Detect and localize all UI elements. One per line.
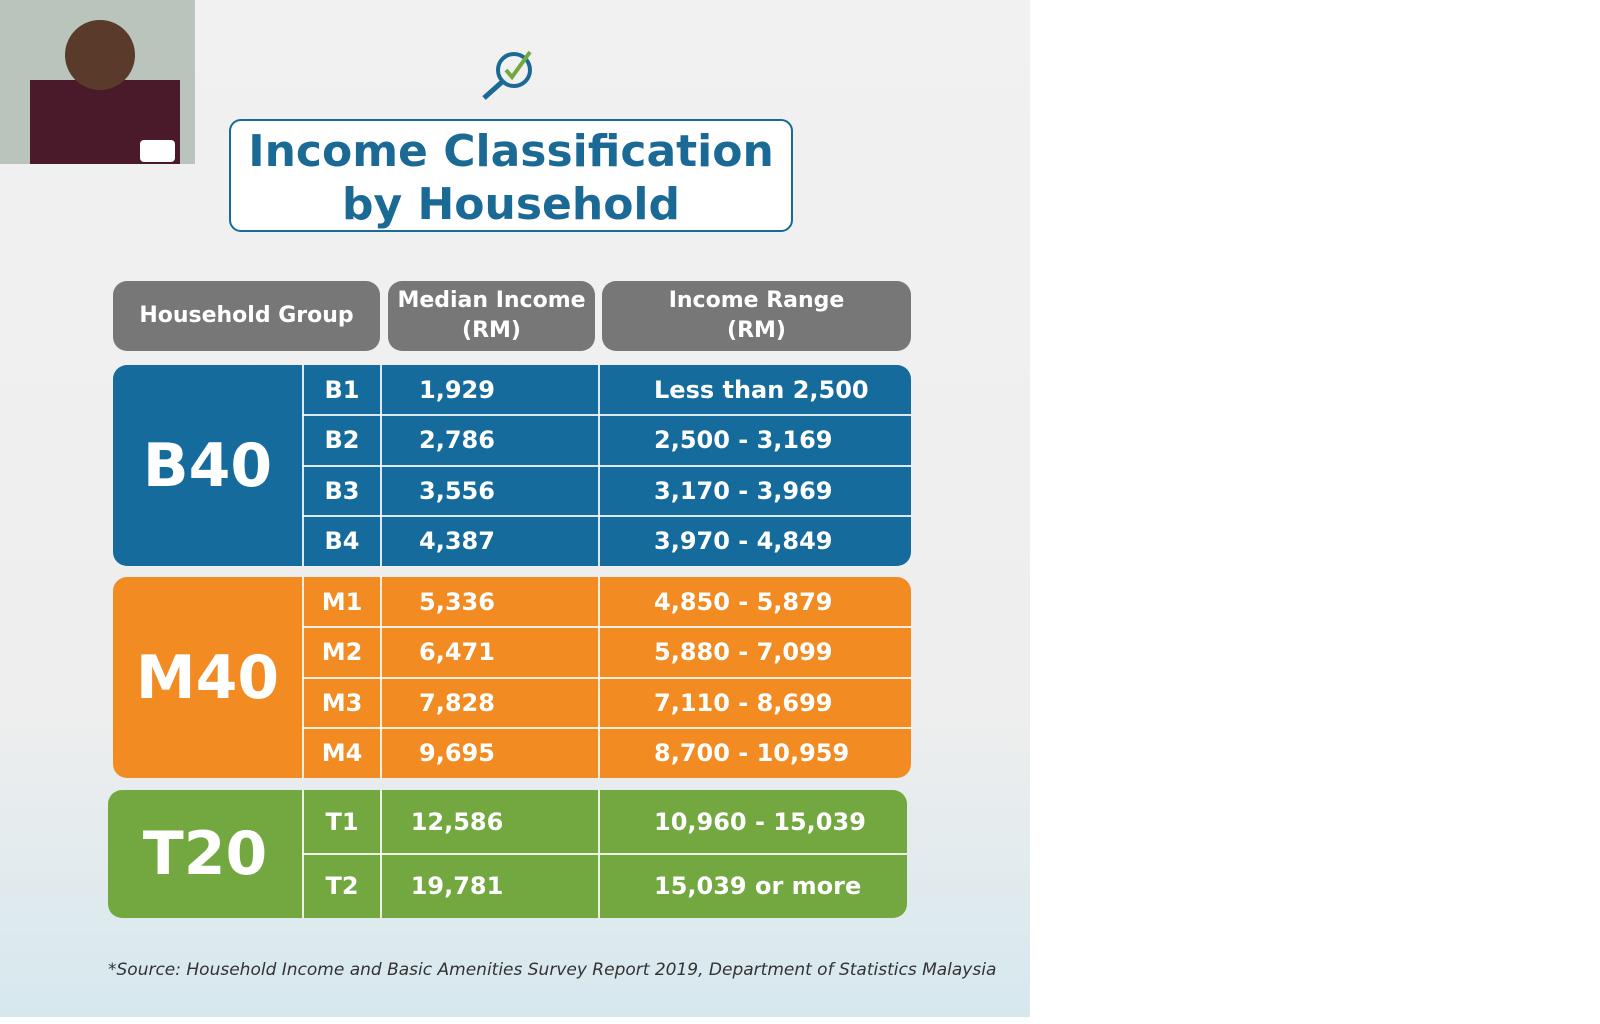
title-line: by Household <box>341 179 681 230</box>
sub-group: B4 <box>324 526 360 555</box>
sub-group: M3 <box>321 688 363 717</box>
sub-group: M2 <box>321 638 363 667</box>
row-divider <box>302 414 911 417</box>
income-range: 15,039 or more <box>654 872 862 900</box>
median-income: 7,828 <box>419 688 495 717</box>
row-divider <box>302 514 911 517</box>
logo-icon <box>482 50 532 100</box>
sub-group: B2 <box>324 426 360 455</box>
header-line: Median Income <box>397 288 586 313</box>
median-income: 12,586 <box>410 808 504 836</box>
sub-group: T2 <box>325 872 359 900</box>
row-divider <box>302 676 911 679</box>
group-block: M40 M1 5,336 4,850 - 5,879 M2 6,471 5,880 - 7,… <box>113 577 911 778</box>
row-divider <box>302 853 907 855</box>
row-divider <box>302 626 911 629</box>
income-range: 3,970 - 4,849 <box>654 526 833 555</box>
income-range: Less than 2,500 <box>654 376 869 405</box>
group-block: T20 T1 12,586 10,960 - 15,039 T2 19,781 15,039… <box>108 790 907 918</box>
group-name: B40 <box>142 430 273 501</box>
video-thumbnail <box>0 0 195 164</box>
sub-group: B1 <box>324 376 360 405</box>
median-income: 5,336 <box>419 588 495 617</box>
infographic: Income Classification by Household Househ… <box>0 0 1030 1017</box>
column-header: Income Range (RM) <box>602 281 911 351</box>
income-range: 4,850 - 5,879 <box>654 588 833 617</box>
median-income: 6,471 <box>419 638 495 667</box>
median-income: 2,786 <box>419 426 495 455</box>
income-range: 2,500 - 3,169 <box>654 426 833 455</box>
title-box: Income Classification by Household <box>229 119 793 232</box>
header-line: Income Range <box>668 288 845 313</box>
income-range: 7,110 - 8,699 <box>654 688 833 717</box>
income-range: 10,960 - 15,039 <box>654 808 866 836</box>
source-note: *Source: Household Income and Basic Amen… <box>108 960 997 980</box>
sub-group: M1 <box>321 588 363 617</box>
median-income: 19,781 <box>410 872 504 900</box>
group-block: B40 B1 1,929 Less than 2,500 B2 2,786 2,500 - … <box>113 365 911 566</box>
group-name: T20 <box>142 819 268 889</box>
median-income: 4,387 <box>419 526 495 555</box>
row-divider <box>302 464 911 467</box>
group-name: M40 <box>135 642 280 713</box>
header-line: (RM) <box>727 318 786 343</box>
income-range: 3,170 - 3,969 <box>654 476 833 505</box>
median-income: 9,695 <box>419 738 495 767</box>
median-income: 3,556 <box>419 476 495 505</box>
income-range: 5,880 - 7,099 <box>654 638 833 667</box>
sub-group: T1 <box>325 808 359 836</box>
income-range: 8,700 - 10,959 <box>654 738 850 767</box>
column-header: Median Income (RM) <box>388 281 595 351</box>
header-line: Household Group <box>139 303 354 328</box>
row-divider <box>302 726 911 729</box>
median-income: 1,929 <box>419 376 495 405</box>
sub-group: B3 <box>324 476 360 505</box>
column-header: Household Group <box>113 281 380 351</box>
title-line: Income Classification <box>248 126 774 177</box>
header-line: (RM) <box>462 318 521 343</box>
sub-group: M4 <box>321 738 363 767</box>
